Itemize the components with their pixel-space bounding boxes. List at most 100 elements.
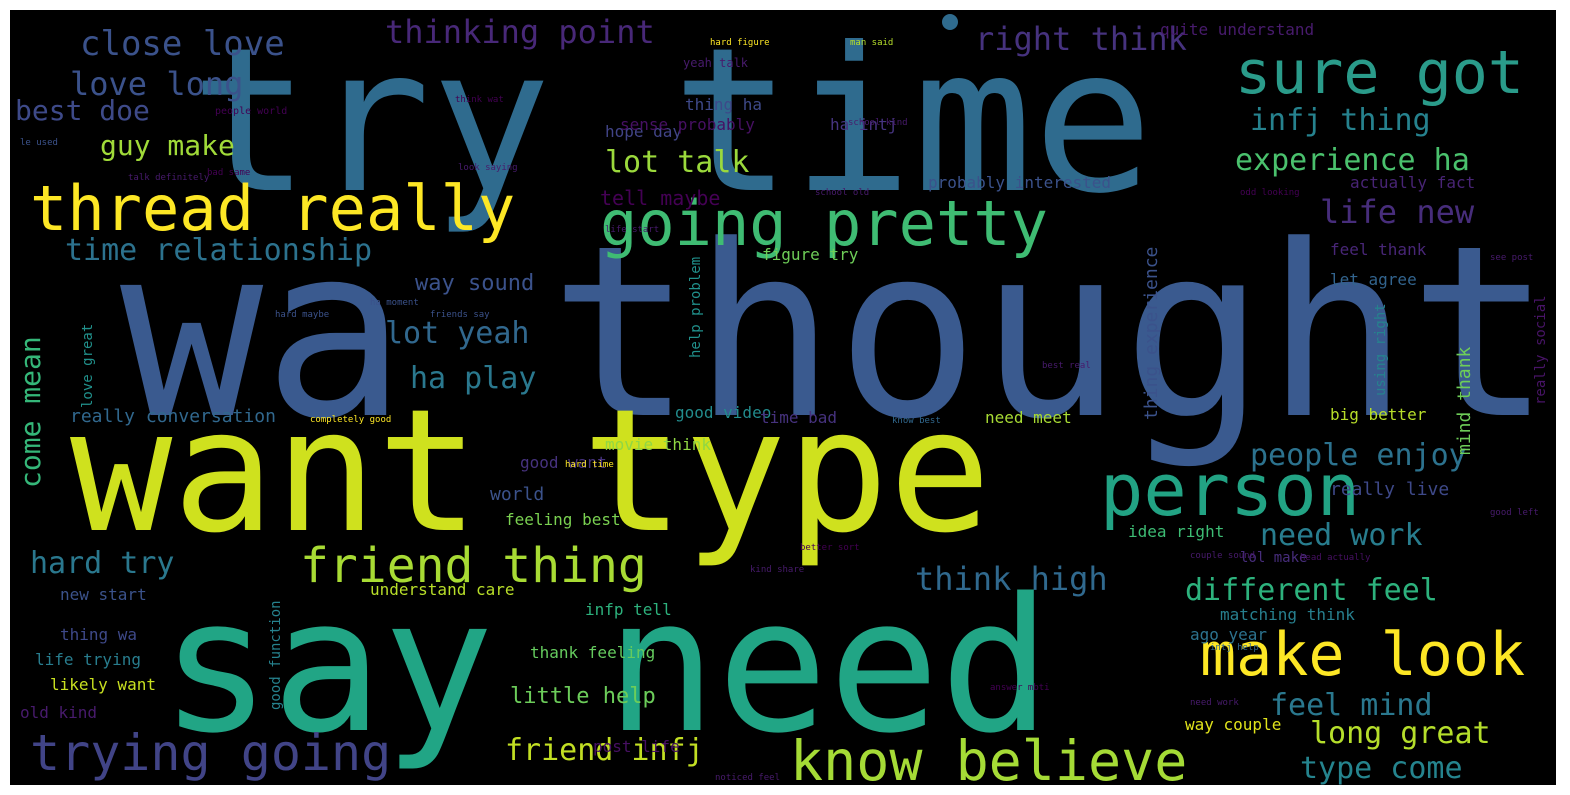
cloud-word: feel mind [1270,688,1433,723]
cloud-word: good function [268,600,284,710]
cloud-word: look saying [458,163,518,173]
cloud-word: infp tell [585,600,672,619]
cloud-word: lot talk [605,145,750,180]
cloud-word: noticed feel [715,773,780,783]
cloud-word: yeah talk [683,56,749,70]
cloud-word: world [490,484,544,505]
cloud-word: understand care [370,580,515,599]
cloud-word: let agree [1330,270,1417,289]
cloud-word: little help [510,684,656,709]
cloud-word: better sort [800,543,860,553]
cloud-word: kind share [750,565,804,575]
cloud-word: thing experience [1141,247,1162,420]
cloud-word: old kind [20,703,97,722]
cloud-word: come mean [14,336,47,488]
cloud-word: love long [70,65,243,103]
cloud-word: guy make [100,129,235,162]
cloud-word: see post [1490,253,1533,263]
cloud-word: man said [850,38,893,48]
cloud-word: think high [915,560,1108,598]
cloud-word: quite understand [1160,20,1314,39]
cloud-word: school old [815,188,869,198]
cloud-word: mind thank [1454,346,1475,455]
cloud-word: figure try [762,245,859,264]
cloud-word: type come [1300,751,1463,785]
cloud-word: really conversation [70,406,276,427]
cloud-word: couple sound [1190,551,1255,561]
cloud-word: best doe [15,94,150,127]
cloud-word: good want [520,453,607,472]
cloud-word: make look [1200,620,1525,690]
cloud-word: hard time [565,460,614,470]
cloud-word: people world [215,106,287,117]
cloud-word: think wat [455,95,504,105]
cloud-word: friends say [430,310,490,320]
cloud-word: close love [80,24,285,64]
cloud-word: really social [1533,295,1549,405]
cloud-word: thing ha [685,95,762,114]
cloud-word: life start [605,225,659,235]
cloud-word: head actually [1300,553,1371,563]
cloud-word: completely good [310,415,391,425]
cloud-word: really live [1330,479,1449,500]
word-cloud: try time wa thought want type say need threa… [10,10,1556,785]
cloud-word: way couple [1185,715,1281,734]
cloud-word: likely want [50,675,156,694]
cloud-word: trying going [30,724,391,782]
cloud-word: life trying [35,650,141,669]
cloud-word: experience ha [1235,143,1470,178]
cloud-word: wa thought [120,195,1552,472]
cloud-word: bad same [207,168,250,178]
cloud-word: right think [975,20,1187,58]
cloud-word: feeling best [505,510,621,529]
cloud-word: person [1100,448,1360,532]
cloud-word: try time [190,10,1153,238]
cloud-word: best real [1042,361,1091,371]
cloud-word: friend thing [300,538,647,594]
cloud-word: post life [593,737,680,756]
cloud-word: love great [80,324,96,408]
cloud-word: thing wa [60,625,137,644]
cloud-word: le used [20,138,58,148]
cloud-word: tell maybe [600,186,720,210]
cloud-word: time bad [760,408,837,427]
cloud-word: different feel [1185,573,1438,608]
cloud-word: need work [1190,698,1239,708]
cloud-word: ago year [1190,625,1267,644]
cloud-word: friend infj [505,733,704,768]
cloud-word: going pretty [600,187,1048,260]
cloud-word: life new [1320,193,1475,231]
cloud-word: ha play [410,361,536,396]
cloud-word: good left [1490,508,1539,518]
cloud-word: answer mbti [990,683,1050,693]
cloud-word: ha moment [370,298,419,308]
cloud-word: ha intj [830,115,897,134]
cloud-word: hard figure [710,38,770,48]
cloud-word: time relationship [65,233,372,268]
cloud-word: odd looking [1240,188,1300,198]
cloud-word: sure got [1235,38,1524,108]
cloud-word: feel thank [1330,240,1427,259]
cloud-word: long great [1310,716,1491,751]
cloud-word: hope day [605,122,682,141]
cloud-word: help problem [688,257,704,358]
cloud-word: idea right [1128,522,1224,541]
cloud-word: matching think [1220,605,1355,624]
cloud-word: need meet [985,408,1072,427]
cloud-word: big better [1330,405,1427,424]
cloud-word: new start [60,585,147,604]
cloud-word: need work [1260,518,1423,553]
cloud-word: sense probably [620,115,755,134]
cloud-word: thinking point [385,13,655,51]
cloud-word: people enjoy [1250,438,1467,473]
cloud-word: know believe [790,729,1187,785]
cloud-word: actually fact [1350,173,1475,192]
cloud-word: way sound [415,271,534,296]
cloud-word: say need [160,558,1051,774]
cloud-word: lol make [1240,550,1307,566]
cloud-word: school kind [848,118,908,128]
cloud-word: thank feeling [530,643,655,662]
cloud-word: hard try [30,546,175,581]
cloud-word: movie think [605,435,711,454]
cloud-dot [942,14,958,30]
